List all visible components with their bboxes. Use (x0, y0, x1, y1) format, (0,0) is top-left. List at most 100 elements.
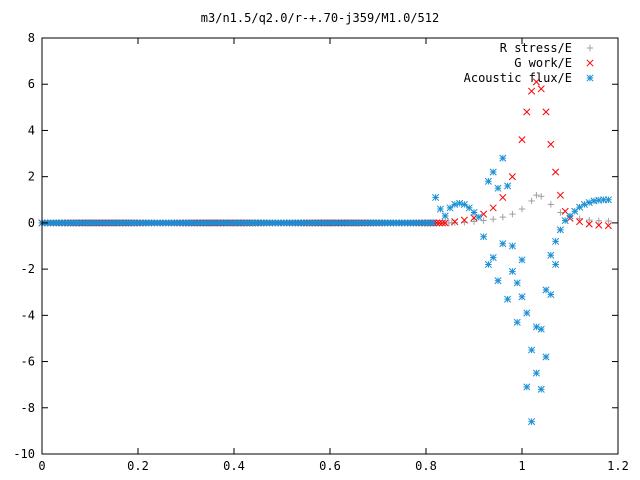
data-point (508, 173, 516, 181)
data-point (480, 210, 488, 218)
legend-marker (586, 59, 594, 67)
data-point (552, 168, 560, 176)
data-point (585, 198, 593, 207)
data-point (429, 219, 437, 227)
data-point (533, 191, 540, 199)
data-point (451, 200, 459, 208)
data-point (456, 199, 464, 207)
y-tick-label: 6 (28, 77, 35, 91)
data-point (605, 217, 612, 225)
data-point (441, 212, 449, 220)
data-point (480, 233, 488, 241)
data-point (494, 277, 502, 285)
data-point (499, 213, 506, 221)
data-point (432, 193, 440, 202)
legend-label: R stress/E (500, 41, 572, 55)
data-point (518, 256, 526, 264)
x-tick-label: 1.2 (607, 459, 629, 473)
data-point (528, 87, 536, 95)
data-point (556, 226, 564, 234)
data-point (475, 213, 483, 221)
data-point (542, 108, 550, 116)
data-point (489, 168, 497, 176)
data-point (470, 218, 478, 225)
data-point (499, 240, 507, 248)
data-point (523, 108, 531, 116)
data-point (547, 251, 555, 259)
data-point (451, 219, 458, 226)
data-point (480, 217, 487, 224)
data-point (484, 177, 492, 185)
y-tick-label: -6 (21, 355, 35, 369)
data-point (484, 260, 492, 269)
data-point (523, 383, 531, 391)
data-point (470, 208, 478, 217)
data-point (490, 215, 497, 223)
data-point (547, 140, 555, 148)
legend-marker (586, 44, 594, 52)
data-point (537, 385, 545, 393)
data-point (504, 295, 512, 303)
y-tick-label: -10 (13, 447, 35, 461)
data-point (513, 279, 521, 287)
data-point (557, 209, 564, 216)
data-point (532, 78, 540, 86)
data-point (532, 369, 540, 377)
y-tick-label: -2 (21, 262, 35, 276)
data-point (518, 136, 526, 144)
data-point (499, 154, 507, 162)
data-point (438, 219, 446, 227)
data-point (595, 221, 603, 229)
data-point (504, 182, 512, 190)
data-point (513, 318, 521, 326)
data-point (436, 205, 444, 213)
legend-marker (586, 74, 594, 82)
y-tick-label: -8 (21, 401, 35, 415)
data-point (538, 193, 545, 200)
data-point (604, 196, 612, 204)
data-point (576, 218, 584, 226)
y-tick-label: 2 (28, 170, 35, 184)
data-point (528, 197, 535, 205)
y-tick-label: 4 (28, 123, 35, 137)
data-point (528, 346, 536, 354)
data-point (523, 309, 531, 317)
y-tick-label: 8 (28, 31, 35, 45)
legend-label: G work/E (514, 56, 572, 70)
data-point (460, 216, 468, 224)
data-point (518, 205, 526, 213)
data-point (552, 260, 560, 269)
data-point (547, 290, 555, 299)
data-point (508, 267, 516, 275)
legend-label: Acoustic flux/E (464, 71, 572, 85)
data-point (547, 201, 554, 208)
data-point (494, 184, 502, 192)
x-tick-label: 0 (38, 459, 45, 473)
data-point (586, 216, 593, 224)
data-point (499, 193, 507, 202)
series-2 (38, 154, 612, 426)
chart-title: m3/n1.5/q2.0/r-+.70-j359/M1.0/512 (201, 11, 439, 25)
data-point (585, 220, 593, 228)
data-point (460, 200, 468, 208)
data-point (509, 210, 516, 218)
data-point (552, 237, 560, 245)
data-point (446, 204, 454, 212)
data-point (518, 293, 526, 301)
data-point (489, 204, 497, 212)
x-tick-label: 0.8 (415, 459, 437, 473)
x-tick-label: 1 (518, 459, 525, 473)
data-point (595, 217, 602, 225)
data-point (489, 254, 497, 262)
data-point (451, 218, 459, 226)
axis-ticks: 0 0.2 0.4 0.6 0.8 1 1.2 -10 -8 -6 -4 -2 0 2 4 6 8 (13, 31, 629, 473)
x-tick-label: 0.4 (223, 459, 245, 473)
data-point (435, 219, 443, 227)
data-point (508, 242, 516, 250)
data-point (566, 212, 574, 220)
data-point (528, 418, 536, 426)
data-point (537, 325, 545, 333)
